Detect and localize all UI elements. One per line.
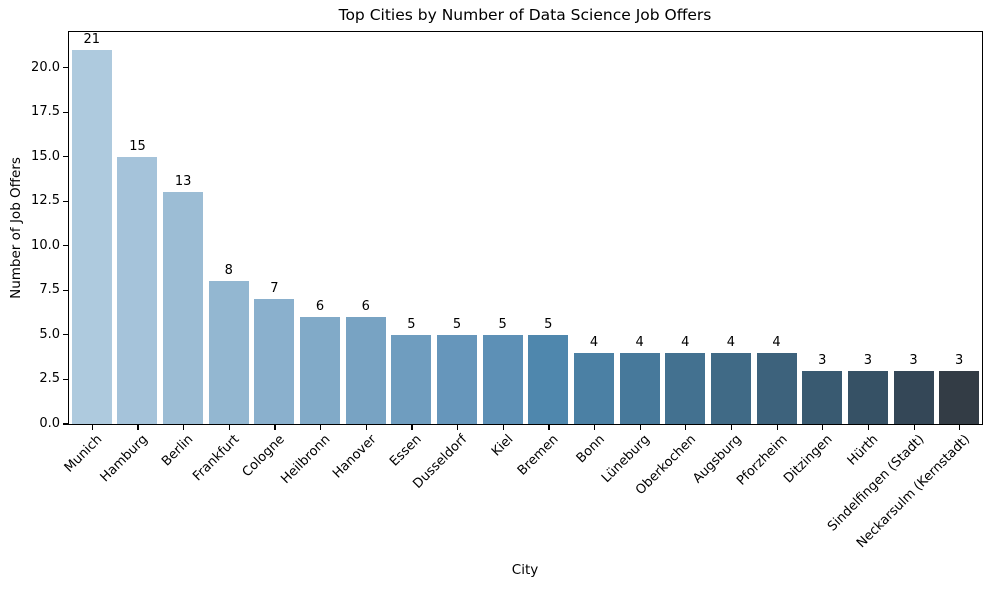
x-tick-oberkochen: [685, 425, 687, 430]
x-tick-label-hurth: Hürth: [844, 432, 882, 469]
y-tick-label-5.0: 5.0: [39, 326, 60, 342]
x-tick-ditzingen: [822, 425, 824, 430]
x-tick-label-kiel: Kiel: [488, 432, 517, 460]
y-tick-10.0: [63, 245, 68, 247]
y-tick-20.0: [63, 67, 68, 69]
value-label-luneburg: 4: [635, 334, 644, 350]
value-label-hanover: 6: [361, 299, 370, 315]
x-tick-label-bonn: Bonn: [573, 432, 608, 467]
value-label-frankfurt: 8: [224, 263, 233, 279]
y-tick-15.0: [63, 156, 68, 158]
x-tick-heilbronn: [320, 425, 322, 430]
x-tick-berlin: [183, 425, 185, 430]
y-tick-label-10.0: 10.0: [31, 237, 60, 253]
bar-ditzingen: [802, 370, 843, 424]
value-label-oberkochen: 4: [681, 334, 690, 350]
bar-hamburg: [117, 156, 158, 424]
bar-hanover: [345, 317, 386, 424]
x-tick-label-ditzingen: Ditzingen: [781, 432, 836, 487]
value-label-hurth: 3: [863, 352, 873, 368]
y-tick-12.5: [63, 200, 68, 202]
value-label-heilbronn: 6: [315, 299, 325, 315]
value-label-sindelfingen-stadt: 3: [909, 352, 918, 368]
value-label-kiel: 5: [498, 316, 507, 332]
value-label-cologne: 7: [270, 281, 279, 297]
bar-dusseldorf: [437, 334, 478, 424]
y-tick-2.5: [63, 378, 68, 381]
value-label-ditzingen: 3: [818, 352, 827, 368]
x-tick-kiel: [502, 425, 504, 430]
x-tick-hurth: [867, 425, 870, 430]
x-tick-neckarsulm-kernstadt: [959, 425, 961, 430]
x-tick-essen: [411, 425, 413, 430]
x-tick-label-bremen: Bremen: [515, 432, 562, 479]
x-tick-bremen: [548, 425, 550, 430]
x-tick-label-hanover: Hanover: [329, 432, 380, 482]
bar-frankfurt: [208, 281, 249, 424]
bar-bremen: [528, 334, 569, 424]
bar-pforzheim: [756, 352, 797, 424]
y-tick-label-2.5: 2.5: [39, 371, 60, 387]
y-tick-label-17.5: 17.5: [31, 104, 60, 120]
x-tick-label-hamburg: Hamburg: [97, 432, 152, 486]
x-tick-hanover: [365, 425, 367, 430]
y-tick-17.5: [63, 111, 68, 113]
x-tick-dusseldorf: [457, 425, 459, 430]
x-tick-cologne: [274, 425, 276, 430]
value-label-bonn: 4: [589, 334, 599, 350]
y-tick-0.0: [63, 423, 68, 425]
x-tick-augsburg: [730, 425, 733, 430]
x-tick-label-berlin: Berlin: [159, 432, 197, 470]
value-label-bremen: 5: [544, 316, 553, 332]
value-label-berlin: 13: [174, 174, 192, 190]
x-tick-pforzheim: [776, 425, 778, 430]
y-tick-label-15.0: 15.0: [31, 148, 60, 164]
y-tick-label-0.0: 0.0: [39, 416, 60, 431]
bar-cologne: [254, 299, 295, 424]
y-tick-5.0: [63, 334, 68, 336]
bar-essen: [391, 334, 432, 424]
bar-sindelfingen-stadt: [893, 370, 934, 424]
value-label-dusseldorf: 5: [452, 316, 462, 332]
bar-heilbronn: [300, 317, 341, 424]
value-label-hamburg: 15: [129, 138, 146, 154]
bar-munich: [71, 49, 112, 424]
y-tick-label-12.5: 12.5: [31, 193, 60, 209]
x-tick-munich: [91, 425, 93, 430]
value-label-augsburg: 4: [726, 334, 736, 350]
value-label-munich: 21: [83, 31, 101, 47]
bar-hurth: [847, 370, 888, 424]
x-tick-label-munich: Munich: [61, 432, 106, 476]
x-tick-label-essen: Essen: [387, 432, 425, 470]
bar-neckarsulm-kernstadt: [939, 370, 980, 424]
y-axis-label: Number of Job Offers: [8, 157, 24, 299]
x-axis-label: City: [511, 562, 539, 578]
plot-area: 21 15 13 8 7 6 6 5 5 5 5 4 4 4 4 4 3 3 3 3: [68, 31, 983, 425]
bar-berlin: [163, 192, 204, 424]
y-tick-label-7.5: 7.5: [39, 282, 60, 298]
bar-kiel: [482, 334, 523, 424]
bar-augsburg: [710, 352, 751, 424]
chart-title: Top Cities by Number of Data Science Job…: [338, 6, 712, 24]
bar-bonn: [573, 352, 614, 424]
x-tick-sindelfingen-stadt: [913, 425, 915, 430]
x-tick-luneburg: [639, 425, 641, 430]
value-label-pforzheim: 4: [772, 334, 781, 350]
x-tick-bonn: [593, 425, 596, 430]
y-tick-label-20.0: 20.0: [31, 59, 60, 75]
bar-oberkochen: [665, 352, 706, 424]
bar-luneburg: [619, 352, 660, 424]
value-label-neckarsulm-kernstadt: 3: [955, 352, 964, 368]
x-tick-hamburg: [137, 425, 139, 430]
x-tick-label-heilbronn: Heilbronn: [278, 432, 334, 487]
x-tick-label-frankfurt: Frankfurt: [190, 432, 243, 485]
x-tick-frankfurt: [228, 425, 230, 430]
y-tick-7.5: [63, 289, 68, 291]
value-label-essen: 5: [407, 316, 416, 332]
